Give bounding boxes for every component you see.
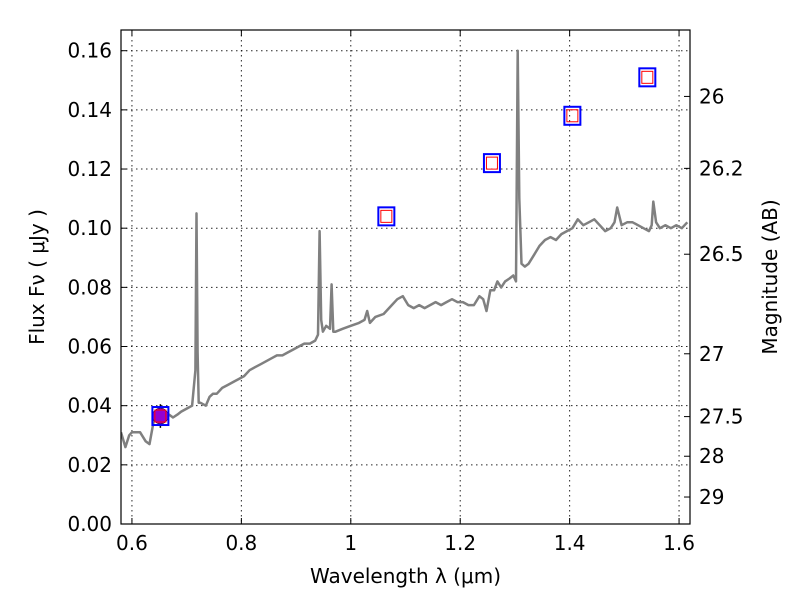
x-tick-label: 1.4 <box>554 531 586 555</box>
photometry-point-inner <box>380 209 393 223</box>
x-axis-label: Wavelength λ (μm) <box>310 564 501 588</box>
x-tick-label: 0.6 <box>116 531 148 555</box>
mag-tick-label: 27 <box>699 342 724 366</box>
photometry-point <box>377 206 396 227</box>
x-tick-label: 1.6 <box>663 531 695 555</box>
mag-tick-label: 28 <box>699 444 724 468</box>
photometry-point-inner <box>485 156 498 170</box>
mag-tick-label: 26 <box>699 84 724 108</box>
mag-tick-label: 26.5 <box>699 242 744 266</box>
ticks: 0.6 0.8 1 1.2 1.4 1.6 0.00 0.02 0.04 0.06 0.08 0.10… <box>67 30 744 555</box>
photometry-point-inner <box>566 109 579 123</box>
y-tick-label: 0.02 <box>67 453 112 477</box>
photometry-point <box>151 406 170 427</box>
y-tick-label: 0.16 <box>67 39 112 63</box>
y-tick-label: 0.06 <box>67 335 112 359</box>
x-tick-label: 0.8 <box>225 531 257 555</box>
y2-axis-label: Magnitude (AB) <box>758 199 782 354</box>
axes-frame <box>120 29 691 525</box>
y-axis-label: Flux Fν ( μJy ) <box>25 209 49 345</box>
mag-tick-label: 29 <box>699 485 724 509</box>
y-tick-label: 0.00 <box>67 512 112 536</box>
photometry-point <box>482 153 501 174</box>
x-tick-label: 1.2 <box>444 531 476 555</box>
x-tick-label: 1 <box>344 531 357 555</box>
mag-tick-label: 26.2 <box>699 156 744 180</box>
y-tick-label: 0.14 <box>67 98 112 122</box>
y-tick-label: 0.04 <box>67 394 112 418</box>
spectrum-line <box>121 49 689 449</box>
y-tick-label: 0.12 <box>67 157 112 181</box>
y-tick-label: 0.08 <box>67 275 112 299</box>
photometry-point <box>563 105 582 126</box>
mag-tick-label: 27.5 <box>699 405 744 429</box>
photometry-point <box>638 67 657 88</box>
photometry-point-inner <box>154 409 167 423</box>
photometry-point-inner <box>641 70 654 84</box>
plot-area <box>121 49 689 449</box>
y-tick-label: 0.10 <box>67 216 112 240</box>
